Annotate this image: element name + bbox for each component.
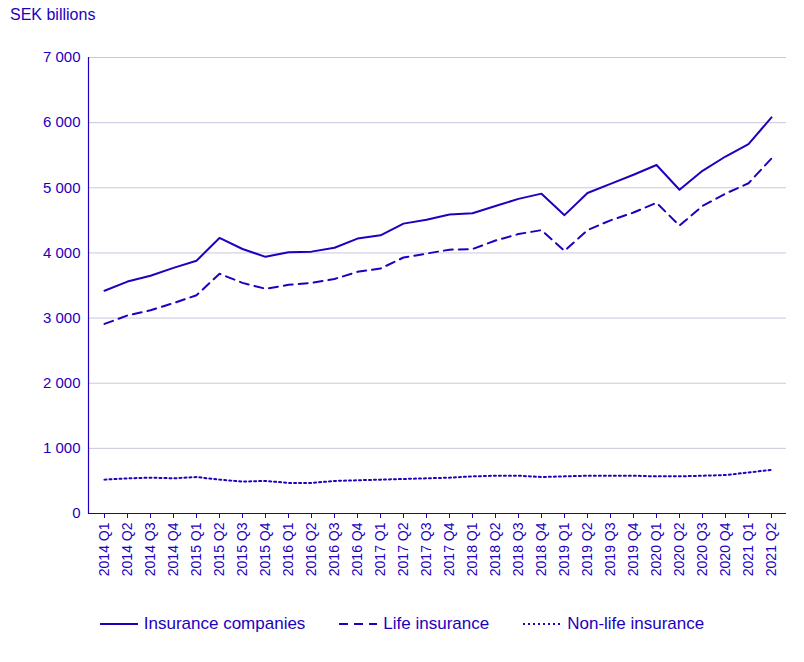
svg-text:2017 Q3: 2017 Q3 — [418, 522, 434, 576]
svg-text:2 000: 2 000 — [43, 374, 81, 391]
svg-text:2014 Q1: 2014 Q1 — [96, 522, 112, 576]
html-text:Life insurance: Life insurance — [383, 614, 490, 633]
svg-text:1 000: 1 000 — [43, 439, 81, 456]
svg-text:5 000: 5 000 — [43, 179, 81, 196]
svg-text:2020 Q1: 2020 Q1 — [648, 522, 664, 576]
svg-text:2018 Q3: 2018 Q3 — [510, 522, 526, 576]
svg-text:2020 Q2: 2020 Q2 — [671, 522, 687, 576]
svg-text:2015 Q2: 2015 Q2 — [211, 522, 227, 576]
svg-text:2018 Q2: 2018 Q2 — [487, 522, 503, 576]
html-text:Insurance companies: Insurance companies — [143, 614, 306, 633]
svg-text:2016 Q3: 2016 Q3 — [326, 522, 342, 576]
svg-text:2015 Q1: 2015 Q1 — [188, 522, 204, 576]
svg-text:2014 Q3: 2014 Q3 — [142, 522, 158, 576]
svg-text:2019 Q4: 2019 Q4 — [625, 522, 641, 576]
svg-text:2018 Q4: 2018 Q4 — [533, 522, 549, 576]
svg-text:2019 Q3: 2019 Q3 — [602, 522, 618, 576]
svg-text:2020 Q4: 2020 Q4 — [717, 522, 733, 576]
svg-text:3 000: 3 000 — [43, 309, 81, 326]
svg-text:2020 Q3: 2020 Q3 — [694, 522, 710, 576]
svg-text:2017 Q1: 2017 Q1 — [372, 522, 388, 576]
svg-text:2018 Q1: 2018 Q1 — [464, 522, 480, 576]
svg-text:2014 Q4: 2014 Q4 — [165, 522, 181, 576]
svg-text:2014 Q2: 2014 Q2 — [119, 522, 135, 576]
svg-text:4 000: 4 000 — [43, 244, 81, 261]
svg-text:6 000: 6 000 — [43, 113, 81, 130]
svg-text:2017 Q4: 2017 Q4 — [441, 522, 457, 576]
html-text:SEK billions: SEK billions — [10, 6, 96, 23]
html-text:Non-life insurance: Non-life insurance — [567, 614, 705, 633]
svg-text:7 000: 7 000 — [43, 48, 81, 65]
svg-text:2015 Q4: 2015 Q4 — [257, 522, 273, 576]
svg-text:2016 Q4: 2016 Q4 — [349, 522, 365, 576]
svg-text:2019 Q2: 2019 Q2 — [579, 522, 595, 576]
svg-text:2016 Q2: 2016 Q2 — [303, 522, 319, 576]
svg-text:2016 Q1: 2016 Q1 — [280, 522, 296, 576]
svg-text:0: 0 — [72, 504, 80, 521]
svg-text:2021 Q2: 2021 Q2 — [763, 522, 779, 576]
svg-text:2017 Q2: 2017 Q2 — [395, 522, 411, 576]
svg-text:2015 Q3: 2015 Q3 — [234, 522, 250, 576]
svg-text:2019 Q1: 2019 Q1 — [556, 522, 572, 576]
svg-text:2021 Q1: 2021 Q1 — [740, 522, 756, 576]
